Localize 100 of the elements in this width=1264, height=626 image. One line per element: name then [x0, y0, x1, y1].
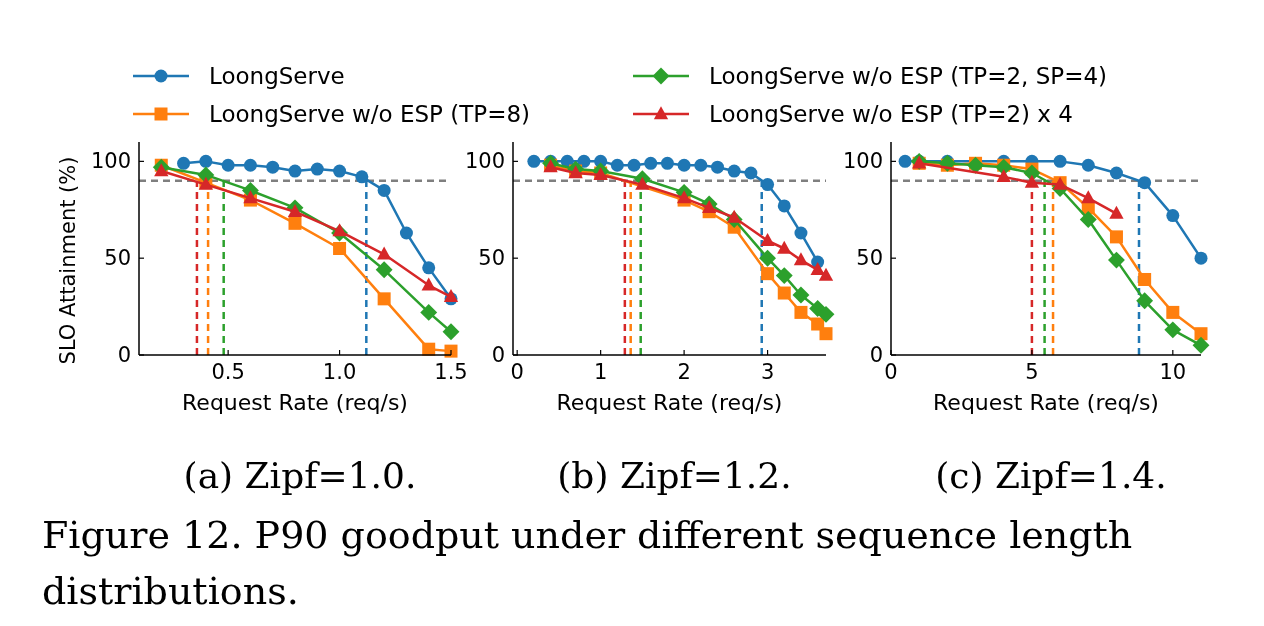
point [577, 154, 591, 168]
point [288, 216, 302, 230]
point [1081, 158, 1095, 172]
text: (b) Zipf=1.2. [557, 455, 792, 496]
x-tick-label: 2 [677, 360, 691, 384]
point [243, 158, 257, 172]
point [777, 286, 791, 300]
text: (c) Zipf=1.4. [935, 455, 1167, 496]
y-tick-label: 100 [464, 149, 505, 174]
point [1138, 176, 1152, 190]
point [199, 154, 213, 168]
point [1108, 251, 1125, 269]
point [702, 200, 717, 214]
point [794, 305, 808, 319]
point [777, 240, 792, 254]
point [333, 164, 347, 178]
x-tick-label: 1.5 [434, 360, 468, 384]
point [727, 164, 741, 178]
legend-label: LoongServe w/o ESP (TP=2, SP=4) [709, 63, 1108, 89]
point [1109, 166, 1123, 180]
point [627, 158, 641, 172]
y-tick-label: 0 [491, 343, 505, 367]
x-tick-label: 0 [510, 360, 524, 384]
y-tick-label: 100 [90, 149, 131, 174]
point [421, 277, 436, 291]
x-axis-title: Request Rate (req/s) [182, 390, 408, 415]
point [1194, 327, 1208, 341]
point [761, 267, 775, 281]
point [221, 158, 235, 172]
point [288, 164, 302, 178]
point [793, 252, 809, 266]
point [177, 156, 191, 170]
point [727, 209, 742, 223]
x-tick-label: 5 [1025, 360, 1039, 384]
point [759, 249, 777, 267]
point [310, 162, 324, 176]
point [1079, 211, 1097, 228]
point [1166, 209, 1180, 223]
point [355, 170, 369, 184]
point [761, 178, 775, 192]
x-axis-title: Request Rate (req/s) [556, 390, 783, 415]
x-tick-label: 3 [760, 360, 775, 384]
y-tick-label: 0 [117, 343, 131, 367]
legend-label: LoongServe [209, 63, 345, 89]
point [333, 242, 347, 255]
y-tick-label: 100 [842, 149, 883, 174]
point [332, 223, 347, 237]
point [1192, 336, 1210, 354]
point [818, 267, 834, 281]
point [376, 246, 392, 260]
point [996, 169, 1011, 183]
point [775, 267, 793, 285]
point [967, 156, 984, 174]
point [399, 226, 413, 240]
point [1136, 292, 1154, 310]
point [1024, 174, 1040, 188]
point [266, 160, 280, 174]
point [1166, 305, 1180, 319]
text: (a) Zipf=1.0. [183, 455, 417, 496]
point [1194, 251, 1208, 265]
point [810, 262, 825, 275]
point [1053, 154, 1067, 168]
point [660, 156, 674, 170]
x-tick-label: 0.5 [211, 360, 245, 384]
point [377, 292, 391, 306]
point [1164, 321, 1182, 339]
point [898, 154, 912, 168]
point [1081, 190, 1096, 204]
point [794, 226, 808, 240]
y-tick-label: 50 [478, 246, 505, 271]
point [444, 344, 458, 358]
point [154, 163, 169, 177]
point [710, 160, 724, 174]
point [420, 303, 438, 321]
point [635, 176, 650, 190]
legend-label: LoongServe w/o ESP (TP=2) x 4 [709, 101, 1073, 127]
point [375, 261, 393, 279]
x-axis-title: Request Rate (req/s) [933, 390, 1159, 415]
point [644, 156, 658, 170]
point [377, 183, 391, 197]
point [610, 158, 624, 172]
x-tick-label: 1 [593, 360, 608, 384]
point [422, 261, 436, 275]
point [1109, 230, 1123, 244]
legend-label: LoongServe w/o ESP (TP=8) [209, 101, 531, 127]
point [744, 166, 758, 180]
point [792, 286, 810, 304]
point [1109, 205, 1124, 219]
point [527, 154, 541, 168]
point [677, 158, 691, 172]
y-axis-title: SLO Attainment (%) [56, 156, 80, 365]
point [287, 203, 303, 217]
point [1138, 272, 1152, 286]
point [817, 305, 835, 323]
point [777, 199, 791, 213]
x-tick-label: 0 [884, 360, 898, 384]
y-tick-label: 0 [869, 343, 883, 367]
point [819, 327, 833, 341]
y-tick-label: 50 [104, 246, 131, 271]
caption: Figure 12. P90 goodput under different sequence length distributions. [42, 513, 1133, 613]
